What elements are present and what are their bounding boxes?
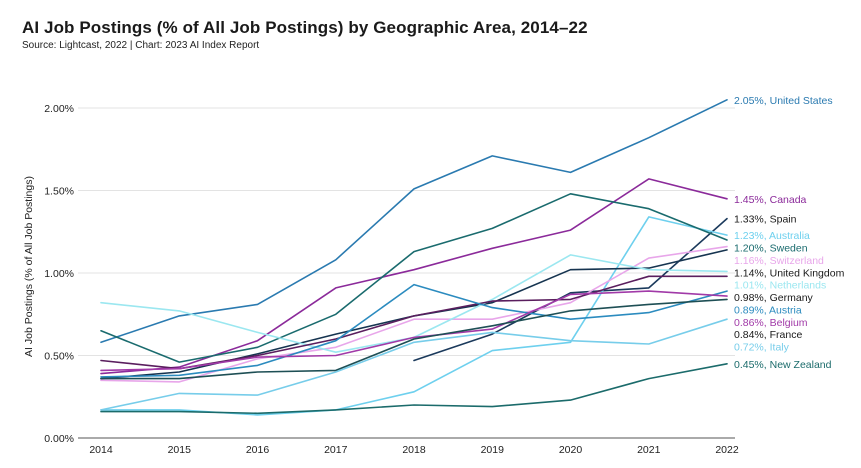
end-label-new-zealand: 0.45%, New Zealand	[734, 359, 832, 371]
x-tick-label: 2015	[168, 444, 192, 456]
x-tick-label: 2019	[481, 444, 505, 456]
series-line-france	[100, 298, 728, 380]
x-tick-label: 2017	[324, 444, 348, 456]
y-tick-label: 0.50%	[44, 351, 74, 363]
y-tick-label: 1.50%	[44, 186, 74, 198]
series-line-germany	[100, 275, 728, 370]
end-label-sweden: 1.20%, Sweden	[734, 243, 808, 255]
series-line-united-states	[100, 99, 728, 344]
y-axis-label: AI Job Postings (% of All Job Postings)	[23, 176, 35, 357]
series-line-new-zealand	[100, 362, 728, 415]
end-label-spain: 1.33%, Spain	[734, 214, 797, 226]
x-tick-label: 2020	[559, 444, 583, 456]
series-line-sweden	[100, 193, 728, 363]
chart-title: AI Job Postings (% of All Job Postings) …	[22, 18, 588, 37]
x-tick-label: 2022	[715, 444, 739, 456]
end-label-switzerland: 1.16%, Switzerland	[734, 255, 824, 267]
y-tick-label: 2.00%	[44, 103, 74, 115]
x-tick-label: 2021	[637, 444, 661, 456]
x-tick-label: 2018	[402, 444, 426, 456]
chart-source: Source: Lightcast, 2022 | Chart: 2023 AI…	[22, 40, 260, 51]
y-axis: 0.00% 0.50% 1.00% 1.50% 2.00%	[44, 103, 74, 445]
end-labels: 2.05%, United States 1.45%, Canada 1.33%, …	[734, 95, 845, 371]
end-label-netherlands: 1.01%, Netherlands	[734, 280, 826, 292]
end-label-united-states: 2.05%, United States	[734, 95, 833, 107]
end-label-germany: 0.98%, Germany	[734, 292, 814, 304]
end-label-united-kingdom: 1.14%, United Kingdom	[734, 267, 845, 279]
series-line-switzerland	[100, 245, 728, 383]
end-label-austria: 0.89%, Austria	[734, 304, 802, 316]
x-axis: 2014 2015 2016 2017 2018 2019 2020 2021 2022	[89, 444, 739, 456]
end-label-australia: 1.23%, Australia	[734, 230, 810, 242]
series-lines	[100, 99, 728, 416]
series-line-spain	[413, 217, 728, 362]
end-label-canada: 1.45%, Canada	[734, 194, 807, 206]
gridlines	[78, 107, 735, 439]
y-tick-label: 1.00%	[44, 268, 74, 280]
series-line-belgium	[100, 290, 728, 372]
end-label-belgium: 0.86%, Belgium	[734, 317, 808, 329]
series-line-canada	[100, 178, 728, 375]
series-line-italy	[100, 318, 728, 411]
series-line-austria	[100, 283, 728, 378]
x-tick-label: 2016	[246, 444, 270, 456]
end-label-italy: 0.72%, Italy	[734, 342, 790, 354]
y-tick-label: 0.00%	[44, 433, 74, 445]
x-tick-label: 2014	[89, 444, 113, 456]
end-label-france: 0.84%, France	[734, 329, 802, 341]
